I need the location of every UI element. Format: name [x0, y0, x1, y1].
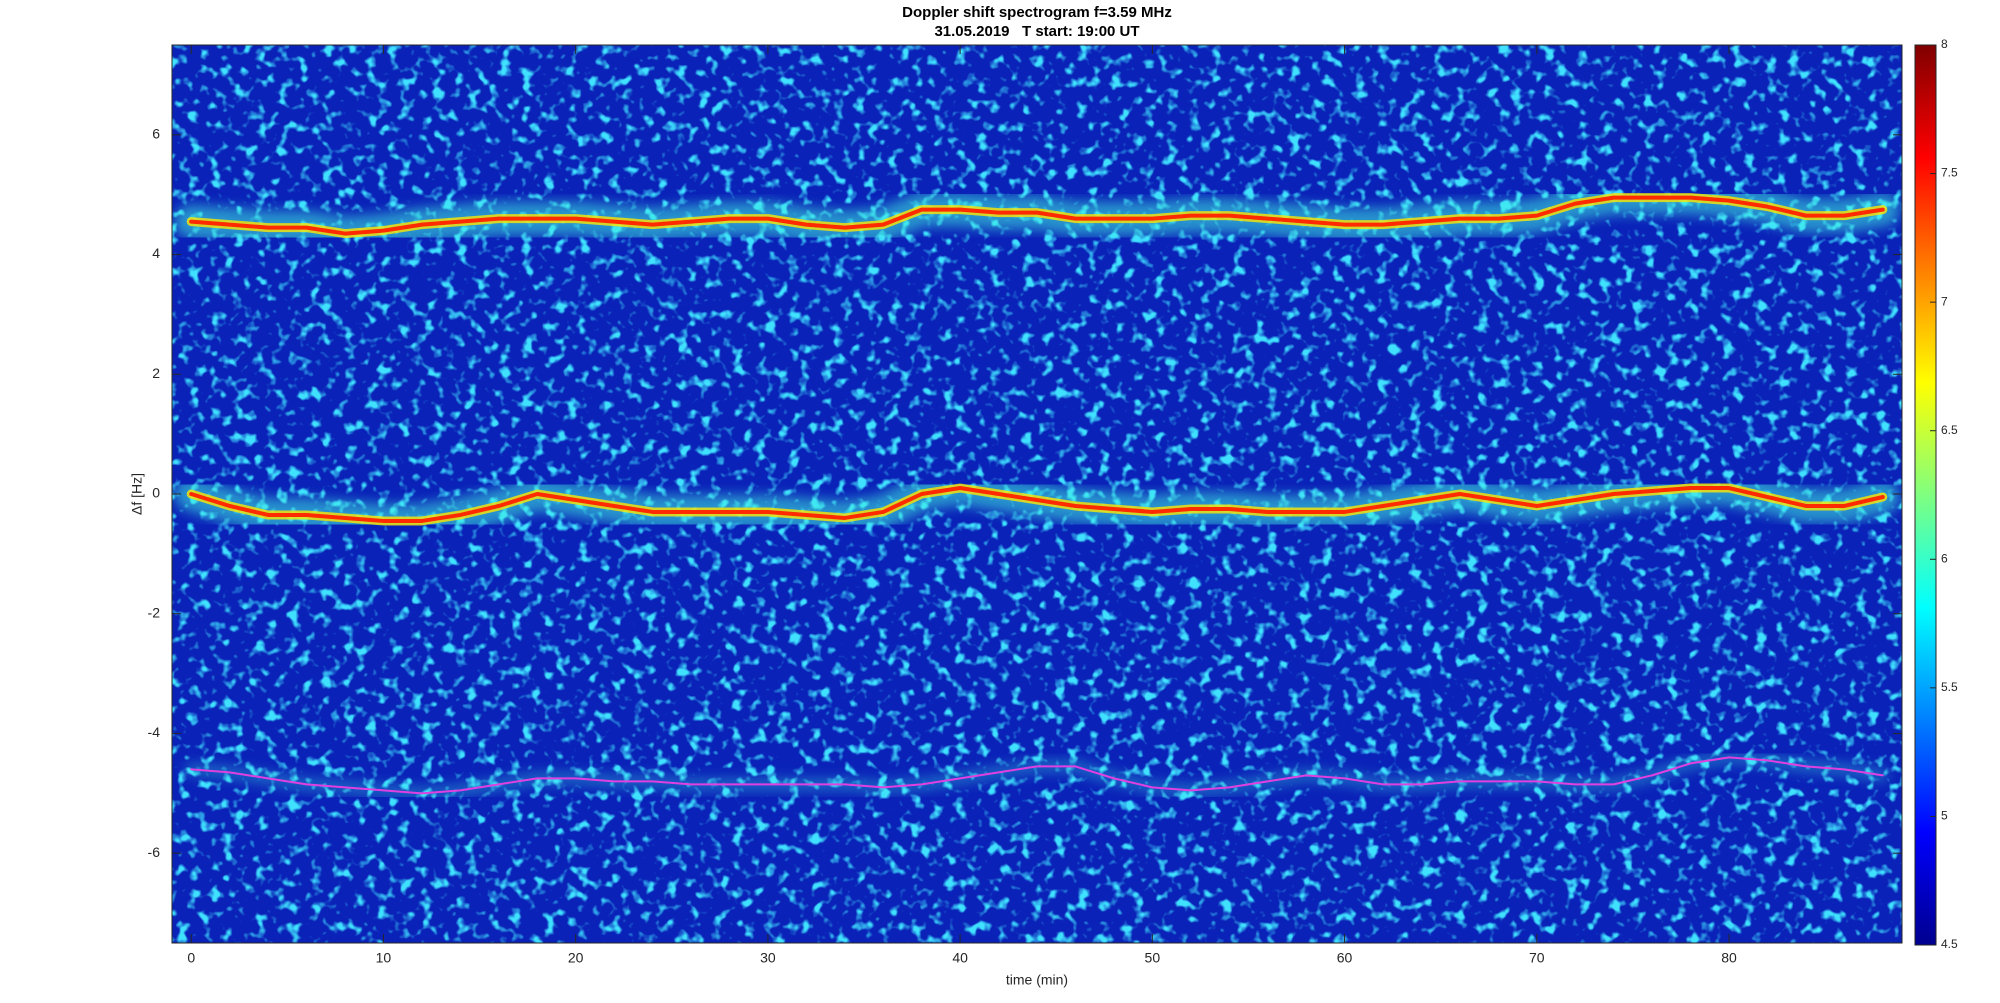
trace-line [190, 756, 1884, 795]
colorbar-tick-label: 6 [1941, 551, 1948, 565]
colorbar-tick-label: 5 [1941, 809, 1948, 823]
x-tick-label: 80 [1721, 950, 1737, 966]
y-tick-label: 6 [152, 126, 160, 142]
x-tick-label: 0 [187, 950, 195, 966]
chart-subtitle: 31.05.2019 T start: 19:00 UT [934, 23, 1139, 40]
traces [174, 180, 1900, 800]
trace-line [189, 195, 1885, 236]
colorbar-tick-label: 7 [1941, 294, 1948, 308]
x-tick-label: 10 [376, 950, 392, 966]
y-tick-label: 4 [152, 245, 160, 261]
y-axis-label: Δf [Hz] [129, 473, 145, 515]
colorbar-tick-label: 6.5 [1941, 423, 1958, 437]
y-tick-label: 0 [152, 485, 160, 501]
y-tick-label: -2 [148, 604, 161, 620]
x-tick-label: 60 [1337, 950, 1353, 966]
y-tick-label: -4 [148, 724, 161, 740]
colorbar-tick-label: 7.5 [1941, 166, 1958, 180]
x-axis-label: time (min) [1006, 972, 1068, 988]
x-tick-label: 20 [568, 950, 584, 966]
x-tick-label: 40 [952, 950, 968, 966]
trace-line [189, 486, 1885, 523]
colorbar-tick-label: 5.5 [1941, 680, 1958, 694]
x-tick-label: 30 [760, 950, 776, 966]
y-tick-label: -6 [148, 844, 161, 860]
x-tick-label: 50 [1145, 950, 1161, 966]
y-tick-label: 2 [152, 365, 160, 381]
colorbar-tick-label: 8 [1941, 37, 1948, 51]
x-tick-label: 70 [1529, 950, 1545, 966]
chart-title: Doppler shift spectrogram f=3.59 MHz [902, 4, 1172, 21]
colorbar [1914, 44, 1937, 946]
colorbar-tick-label: 4.5 [1941, 937, 1958, 951]
